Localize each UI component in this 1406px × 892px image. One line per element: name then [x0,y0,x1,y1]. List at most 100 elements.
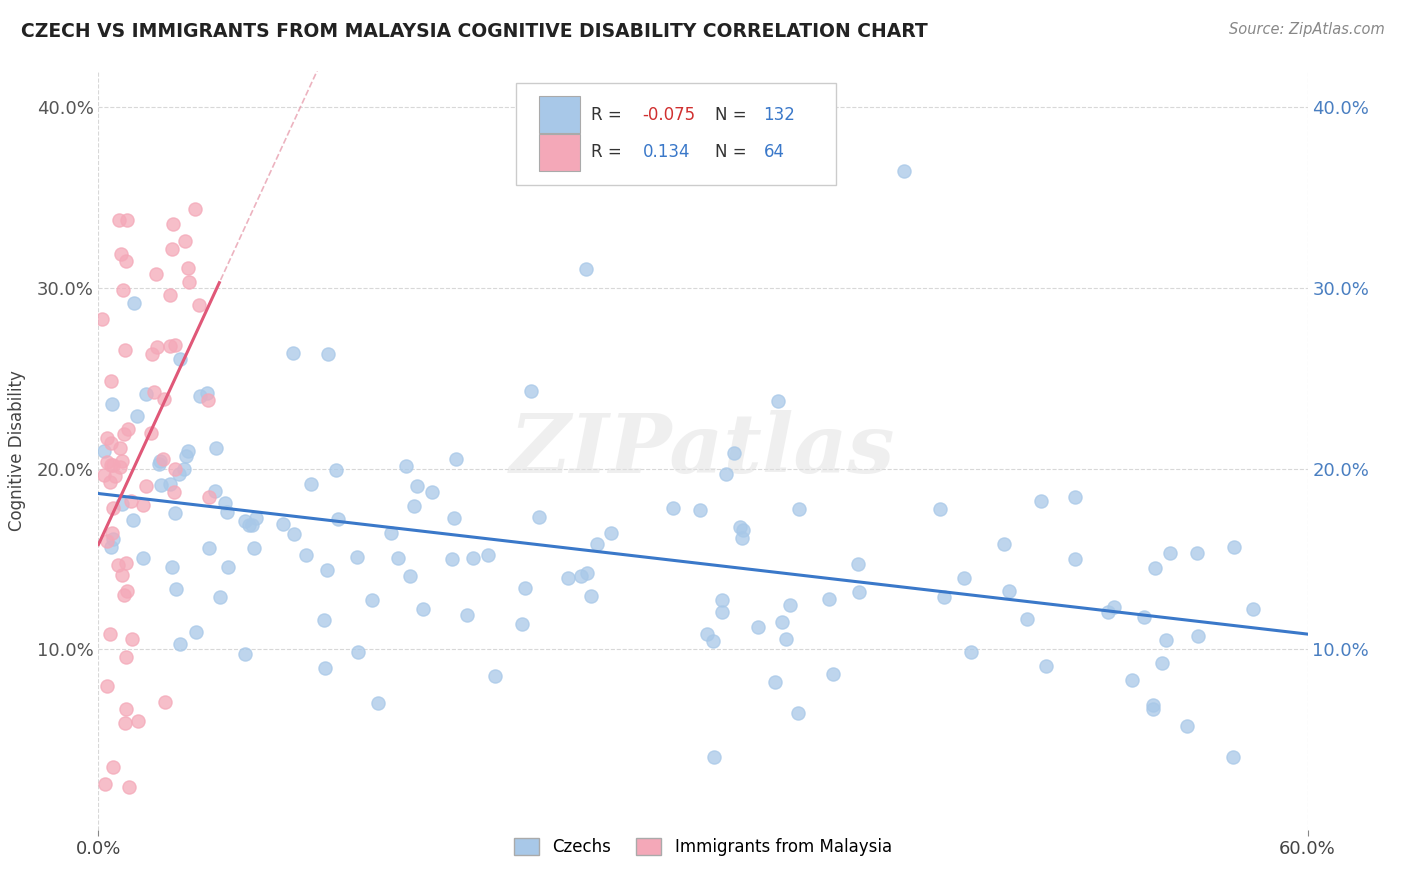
Point [163,462,186,476]
Point [420,485,443,500]
Point [1035,658,1057,673]
Text: -0.075: -0.075 [643,105,696,124]
Point [271,516,294,531]
Point [444,452,467,467]
Point [314,661,336,675]
Point [443,511,465,525]
Text: N =: N = [716,105,752,124]
Point [197,392,219,407]
Point [477,549,499,563]
Point [1159,547,1181,561]
Point [402,499,425,513]
Point [1187,629,1209,643]
Point [208,591,231,605]
Point [818,592,841,607]
Point [101,397,124,411]
Point [1150,657,1173,671]
Point [96,454,118,468]
Point [150,478,173,492]
Point [484,669,506,683]
Point [1222,750,1244,764]
Point [145,267,167,281]
Point [96,533,118,548]
Point [115,583,138,598]
Point [159,477,181,491]
Point [101,458,124,472]
Point [173,461,195,475]
Point [1156,632,1178,647]
Point [217,560,239,574]
Point [997,584,1019,599]
Point [787,706,810,721]
Point [689,503,711,517]
Point [111,497,134,511]
Point [169,637,191,651]
Point [1133,609,1156,624]
Point [1063,490,1085,504]
Point [367,697,389,711]
Point [127,714,149,728]
Point [111,567,134,582]
Point [1031,494,1053,508]
Point [315,563,337,577]
Point [325,463,347,477]
Point [159,288,181,302]
Point [711,605,734,619]
Point [361,593,384,607]
Point [585,536,607,550]
Point [929,501,952,516]
Point [557,571,579,585]
Point [398,569,420,583]
Point [96,431,118,445]
Point [779,598,801,612]
Point [117,213,139,227]
Point [934,591,956,605]
Point [731,531,754,545]
Point [98,627,121,641]
Point [132,498,155,512]
Point [101,760,124,774]
Point [110,441,132,455]
Point [197,541,219,556]
Point [124,295,146,310]
Point [148,457,170,471]
Point [848,585,870,599]
Point [412,602,434,616]
FancyBboxPatch shape [538,96,579,133]
Point [121,632,143,646]
Point [117,780,139,795]
Point [238,517,260,532]
Point [163,484,186,499]
Point [1121,673,1143,688]
Point [93,444,115,458]
Point [728,520,751,534]
Point [283,526,305,541]
Point [1097,605,1119,619]
Point [163,507,186,521]
Point [515,582,537,596]
Point [112,283,135,297]
Text: N =: N = [716,144,752,161]
Point [295,548,318,562]
Point [579,589,602,603]
Point [346,550,368,565]
Point [1017,612,1039,626]
Point [100,436,122,450]
Point [527,510,550,524]
Point [510,617,533,632]
Point [160,242,183,256]
Point [242,541,264,555]
Point [569,569,592,583]
Point [177,275,200,289]
Point [204,442,226,456]
Point [1185,546,1208,560]
Point [120,494,142,508]
Point [380,526,402,541]
Point [821,667,844,681]
Point [100,374,122,388]
Point [1223,541,1246,555]
Point [600,525,623,540]
Point [122,512,145,526]
Point [766,394,789,409]
Point [115,556,138,570]
